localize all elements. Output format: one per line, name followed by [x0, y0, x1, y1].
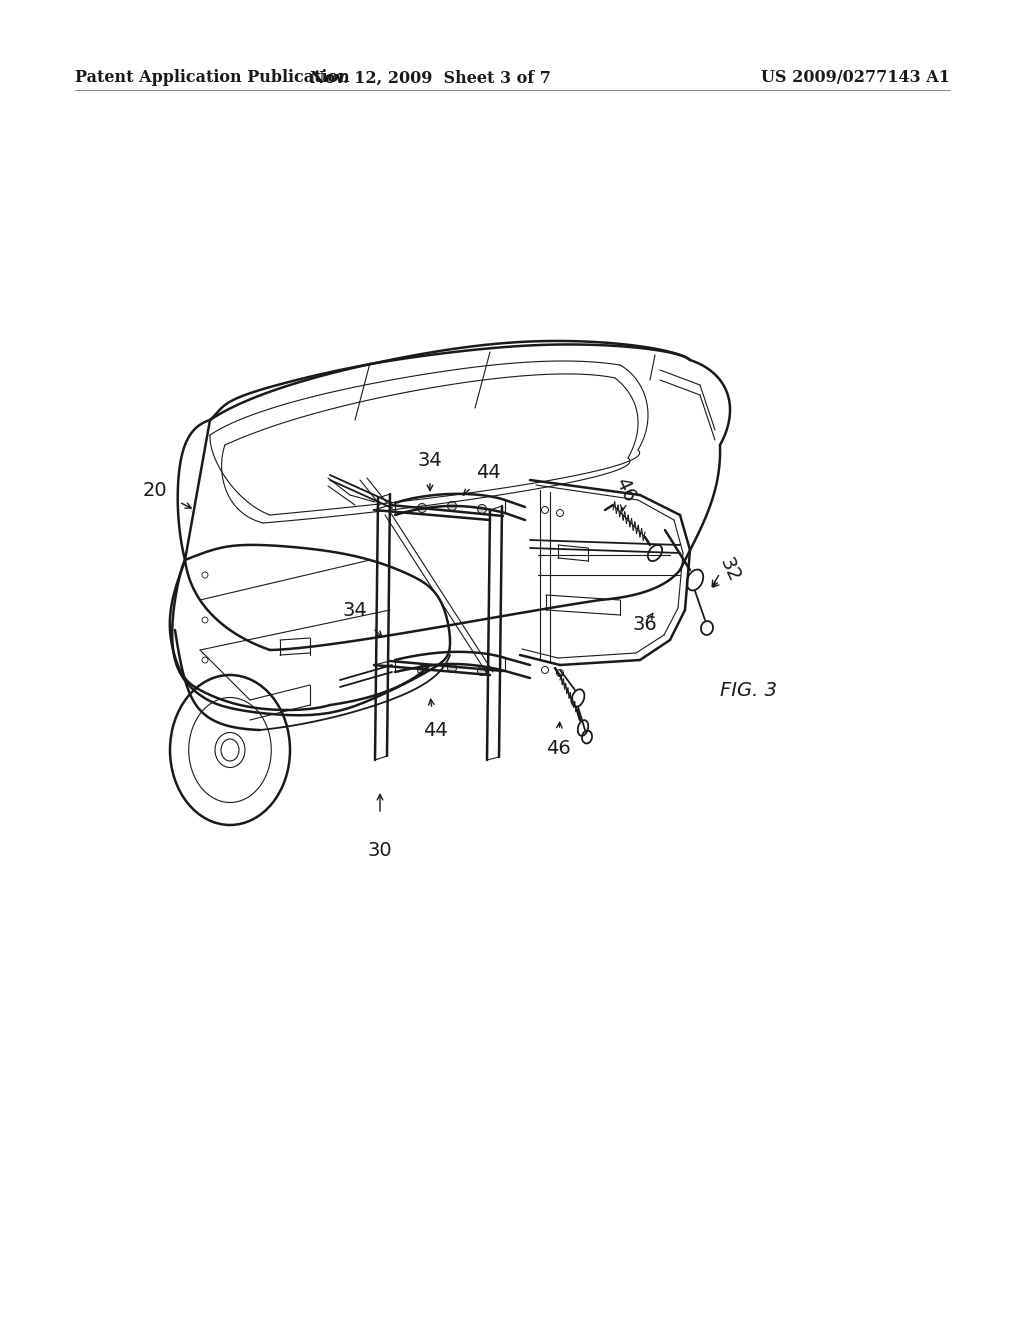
Ellipse shape	[447, 664, 457, 672]
Text: 34: 34	[418, 450, 442, 470]
Ellipse shape	[418, 665, 427, 675]
Text: US 2009/0277143 A1: US 2009/0277143 A1	[761, 70, 950, 87]
Text: Nov. 12, 2009  Sheet 3 of 7: Nov. 12, 2009 Sheet 3 of 7	[309, 70, 551, 87]
Text: 20: 20	[142, 480, 167, 499]
Ellipse shape	[418, 503, 427, 512]
Ellipse shape	[477, 667, 486, 676]
Text: Patent Application Publication: Patent Application Publication	[75, 70, 350, 87]
Text: 44: 44	[475, 462, 501, 482]
Text: FIG. 3: FIG. 3	[720, 681, 777, 700]
Text: 44: 44	[423, 721, 447, 739]
Text: 30: 30	[368, 841, 392, 859]
Text: 34: 34	[343, 601, 368, 619]
Text: 32: 32	[716, 554, 743, 585]
Ellipse shape	[447, 502, 457, 511]
Text: 36: 36	[633, 615, 657, 635]
Text: 46: 46	[611, 475, 639, 506]
Text: 46: 46	[546, 738, 570, 758]
Ellipse shape	[477, 504, 486, 513]
